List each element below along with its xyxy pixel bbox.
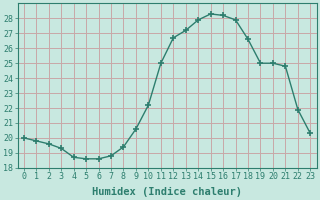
X-axis label: Humidex (Indice chaleur): Humidex (Indice chaleur) [92,186,242,197]
